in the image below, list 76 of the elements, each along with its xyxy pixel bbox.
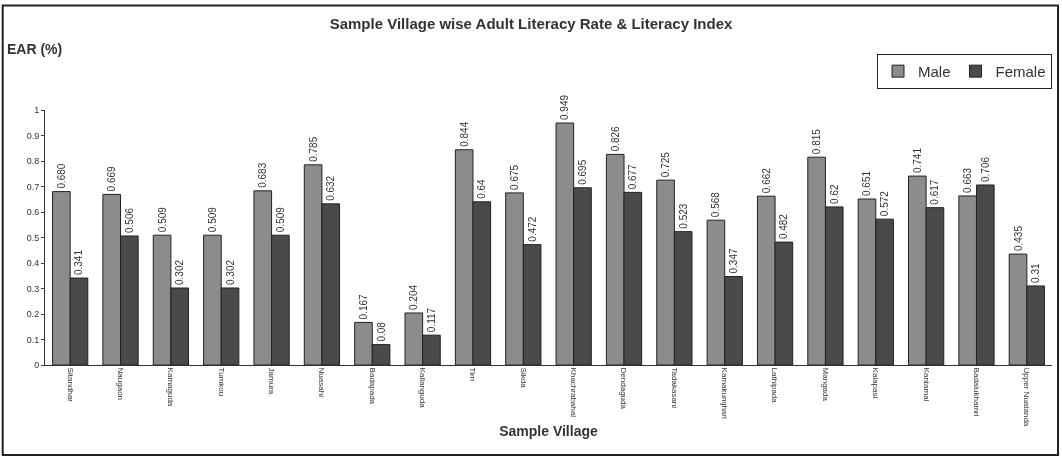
data-label: 0.785: [307, 136, 319, 162]
x-tick-label: Dendaguda: [619, 367, 629, 410]
y-tick-label: 0.1: [26, 334, 40, 345]
data-label: 0.669: [106, 165, 118, 192]
data-label: 0.117: [425, 307, 437, 333]
data-label: 0.568: [710, 191, 722, 218]
x-axis-title: Sample Village: [499, 423, 598, 440]
y-tick-label: 0.7: [26, 181, 40, 192]
data-label: 0.341: [73, 249, 85, 276]
data-label: 0.435: [1012, 225, 1024, 252]
y-tick-label: 0: [34, 360, 40, 371]
y-tick-label: 0.4: [26, 258, 40, 269]
data-label: 0.617: [929, 179, 941, 205]
data-label: 0.08: [375, 321, 387, 342]
data-label: 0.302: [224, 259, 236, 285]
y-tick-label: 0.5: [26, 232, 40, 243]
data-label: 0.632: [325, 175, 337, 201]
data-label: 0.572: [879, 190, 891, 217]
legend-label: Male: [918, 63, 951, 80]
data-label: 0.509: [156, 206, 168, 233]
y-tick-label: 1: [34, 105, 40, 116]
data-label: 0.675: [509, 164, 521, 190]
data-label: 0.506: [123, 207, 135, 233]
x-tick-label: Sitandhar: [65, 367, 75, 403]
data-label: 0.815: [811, 128, 823, 155]
x-tick-label: Tumkou: [216, 367, 226, 397]
x-tick-label: Badapada: [367, 367, 377, 405]
data-label: 0.523: [677, 203, 689, 229]
y-tick-label: 0.2: [26, 309, 40, 320]
data-label: 0.826: [609, 125, 621, 152]
x-tick-label: Kamakumjhari: [720, 367, 730, 419]
data-label: 0.706: [979, 156, 991, 182]
x-tick-label: Tadakasani: [669, 367, 679, 409]
x-tick-label: Kamaguda: [166, 367, 176, 407]
data-label: 0.949: [559, 94, 571, 121]
data-label: 0.680: [55, 163, 67, 189]
x-tick-label: Tirri: [468, 367, 478, 382]
y-tick-label: 0.3: [26, 283, 40, 294]
data-label: 0.482: [778, 213, 790, 240]
legend-label: Female: [995, 63, 1046, 80]
x-tick-label: Naugaon: [115, 367, 125, 401]
y-tick-label: 0.9: [26, 130, 40, 141]
x-tick-label: Khachrabahal: [569, 367, 579, 418]
data-label: 0.64: [476, 178, 488, 199]
data-label: 0.62: [828, 184, 840, 204]
x-tick-label: Upper Nuatanda: [1022, 367, 1032, 427]
y-tick-label: 0.6: [26, 207, 40, 218]
data-label: 0.347: [728, 248, 740, 274]
x-tick-label: Nuasahi: [317, 367, 327, 398]
x-tick-label: Kantamal: [921, 367, 931, 402]
data-label: 0.31: [1030, 263, 1042, 283]
x-tick-label: Kalapasi: [871, 367, 881, 399]
data-label: 0.741: [911, 147, 923, 174]
x-tick-label: Jamura: [266, 367, 276, 395]
y-axis-title: EAR (%): [7, 41, 63, 57]
data-label: 0.651: [861, 170, 873, 196]
data-label: 0.695: [576, 159, 588, 185]
x-tick-label: Lathipada: [770, 367, 780, 404]
data-label: 0.662: [760, 167, 772, 194]
data-label: 0.683: [257, 162, 269, 188]
data-label: 0.725: [660, 151, 672, 178]
data-label: 0.509: [274, 206, 286, 233]
data-label: 0.302: [174, 259, 186, 285]
x-tick-label: Mangada: [820, 367, 830, 402]
data-label: 0.204: [408, 284, 420, 310]
x-tick-label: Badalukhamri: [971, 367, 981, 417]
chart-title: Sample Village wise Adult Literacy Rate & Literacy Index: [329, 14, 733, 32]
data-label: 0.509: [206, 206, 218, 233]
x-tick-label: Kallanguda: [418, 367, 428, 409]
data-label: 0.167: [357, 293, 369, 320]
data-label: 0.677: [627, 163, 639, 190]
data-label: 0.844: [458, 121, 470, 147]
data-label: 0.472: [526, 216, 538, 242]
x-tick-label: Sikda: [518, 367, 528, 389]
y-tick-label: 0.8: [26, 156, 40, 167]
data-label: 0.663: [962, 167, 974, 193]
